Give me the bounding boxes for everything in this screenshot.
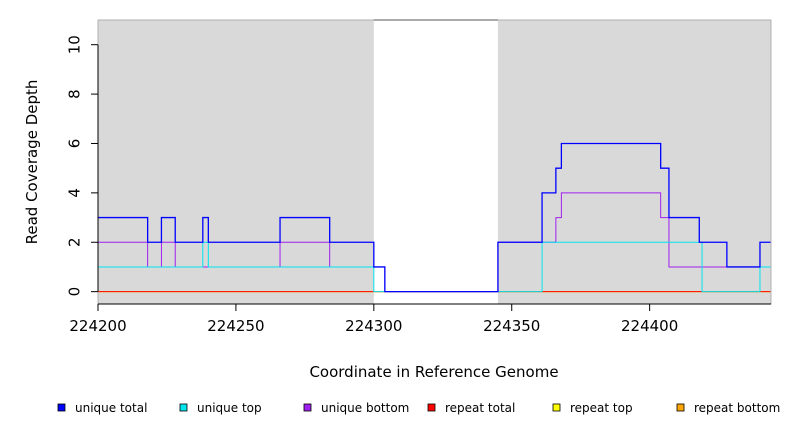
series-line-unique-total: [98, 142, 771, 293]
shaded-region-1: [497, 20, 771, 304]
legend-swatch-unique-total: [57, 403, 66, 412]
y-tick-label-0: 0: [65, 287, 83, 297]
series-layer: [98, 142, 771, 293]
y-tick-label-4: 4: [65, 188, 83, 198]
legend-label-unique-top: unique top: [197, 401, 262, 415]
shaded-region-0: [98, 20, 374, 304]
x-tick-label-224200: 224200: [69, 317, 126, 335]
legend-label-unique-total: unique total: [75, 401, 147, 415]
legend-swatch-repeat-top: [552, 403, 561, 412]
legend-label-repeat-total: repeat total: [445, 401, 515, 415]
axis-layer: 224200 224250 224300 224350 224400 0 2 4 6 8 10: [65, 19, 772, 335]
legend-label-repeat-top: repeat top: [570, 401, 633, 415]
x-tick-label-224400: 224400: [621, 317, 678, 335]
x-axis-title: Coordinate in Reference Genome: [309, 363, 558, 381]
x-tick-label-224350: 224350: [483, 317, 540, 335]
y-tick-label-2: 2: [65, 237, 83, 247]
y-tick-label-10: 10: [65, 35, 83, 54]
y-tick-label-8: 8: [65, 89, 83, 99]
legend: unique total unique top unique bottom repea…: [57, 401, 780, 415]
background-layer: [98, 20, 771, 304]
legend-swatch-repeat-total: [427, 403, 436, 412]
x-tick-label-224250: 224250: [207, 317, 264, 335]
legend-label-repeat-bottom: repeat bottom: [694, 401, 780, 415]
legend-label-unique-bottom: unique bottom: [321, 401, 409, 415]
legend-swatch-unique-bottom: [303, 403, 312, 412]
y-axis-title: Read Coverage Depth: [23, 80, 41, 245]
x-tick-label-224300: 224300: [345, 317, 402, 335]
legend-swatch-repeat-bottom: [676, 403, 685, 412]
legend-swatch-unique-top: [179, 403, 188, 412]
y-tick-label-6: 6: [65, 139, 83, 149]
